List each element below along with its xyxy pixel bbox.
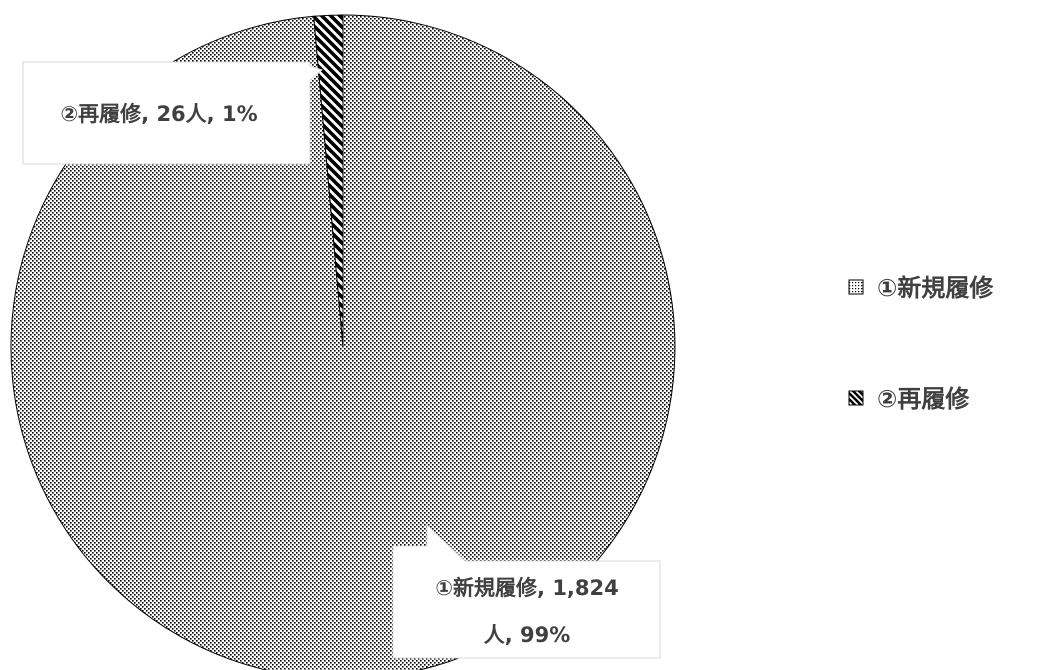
legend-swatch-1 <box>848 279 864 295</box>
legend-label-1: ①新規履修 <box>877 274 994 302</box>
pie-slices <box>10 14 676 670</box>
pie-slice-2 <box>313 14 344 348</box>
data-label-box-2 <box>22 61 324 165</box>
data-label-box-1 <box>392 523 661 659</box>
legend: ①新規履修 ②再履修 <box>848 274 994 413</box>
data-label-1-line-2: 人, 99% <box>484 623 571 647</box>
legend-label-2: ②再履修 <box>877 385 970 413</box>
legend-swatch-2 <box>848 390 864 406</box>
data-label-1-line-1: ①新規履修, 1,824 <box>435 576 619 600</box>
data-label-2-line-1: ②再履修, 26人, 1% <box>60 102 257 126</box>
data-labels: ①新規履修, 1,824 人, 99% ②再履修, 26人, 1% <box>22 61 661 659</box>
pie-slice-1 <box>10 14 676 670</box>
